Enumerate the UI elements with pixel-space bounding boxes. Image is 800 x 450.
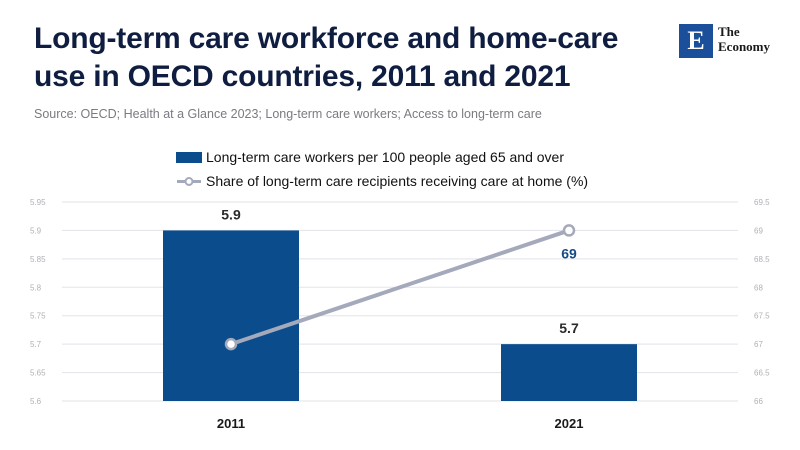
chart-title-line-1: Long-term care workforce and home-care (34, 22, 619, 55)
y-left-tick-label: 5.6 (30, 397, 42, 406)
legend-bar-swatch (176, 152, 202, 163)
logo-line-1: The (718, 24, 740, 39)
y-left-tick-label: 5.65 (30, 369, 46, 378)
y-right-tick-label: 69 (754, 226, 763, 235)
chart-title-line-2: use in OECD countries, 2011 and 2021 (34, 60, 571, 93)
line-series (230, 228, 570, 347)
y-right-tick-label: 66 (754, 397, 763, 406)
logo-line-2: Economy (718, 39, 770, 54)
chart-source: Source: OECD; Health at a Glance 2023; L… (34, 107, 542, 121)
line-point (562, 224, 576, 237)
y-left-tick-label: 5.8 (30, 283, 42, 292)
bar (163, 230, 299, 401)
chart-title: Long-term care workforce and home-care u… (34, 20, 634, 96)
y-left-tick-label: 5.95 (30, 198, 46, 207)
y-right-tick-label: 67 (754, 340, 763, 349)
y-left-tick-label: 5.7 (30, 340, 42, 349)
legend-line-swatch (177, 177, 201, 186)
y-left-tick-label: 5.85 (30, 255, 46, 264)
y-right-tick-label: 68 (754, 283, 763, 292)
line-data-label: 69 (561, 245, 577, 261)
legend-bar-label: Long-term care workers per 100 people ag… (206, 149, 564, 165)
y-right-tick-label: 68.5 (754, 255, 770, 264)
x-tick-label: 2011 (217, 416, 245, 431)
logo-mark: E (679, 24, 713, 58)
logo-wordmark: The Economy (718, 24, 788, 54)
x-tick-label: 2021 (555, 416, 584, 431)
y-right-tick-label: 66.5 (754, 369, 770, 378)
line-point (224, 337, 238, 351)
bar-data-label: 5.7 (559, 320, 579, 336)
y-right-tick-label: 67.5 (754, 312, 770, 321)
y-left-tick-label: 5.9 (30, 226, 42, 235)
y-right-tick-label: 69.5 (754, 198, 770, 207)
y-left-tick-label: 5.75 (30, 312, 46, 321)
bar (501, 344, 637, 401)
bar-data-label: 5.9 (221, 206, 241, 222)
legend-line-label: Share of long-term care recipients recei… (206, 173, 589, 189)
